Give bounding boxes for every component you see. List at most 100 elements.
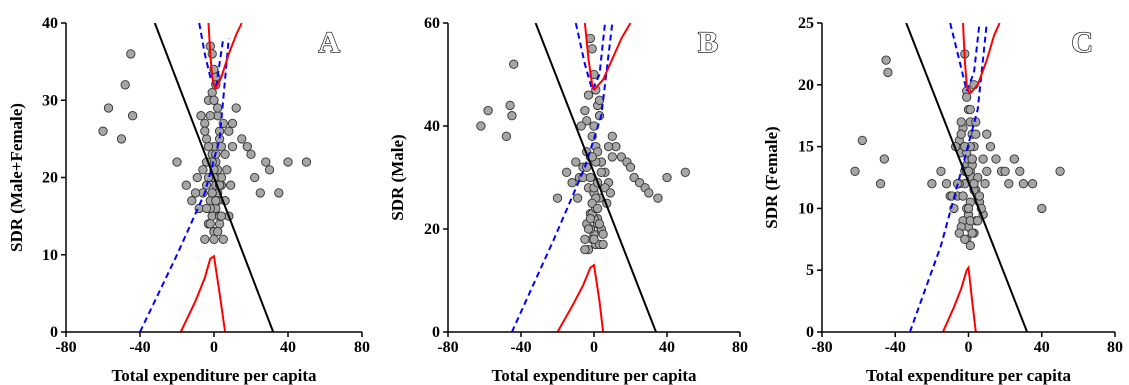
- data-point: [653, 193, 663, 203]
- y-tick-label: 20: [424, 221, 440, 238]
- data-point: [598, 239, 608, 250]
- prediction-interval-upper-right: [969, 23, 1001, 95]
- prediction-interval-upper-left: [207, 23, 217, 90]
- data-point: [580, 244, 590, 255]
- data-point: [181, 180, 191, 190]
- data-point: [982, 129, 992, 139]
- data-point: [203, 141, 214, 152]
- data-point: [261, 157, 271, 167]
- data-point: [967, 154, 977, 164]
- data-point: [218, 234, 228, 244]
- data-point: [875, 179, 886, 189]
- chart-panel-b: -80 -40 0 40 80 0 20 40 60 Total expenditure per …: [388, 0, 748, 385]
- y-tick-label: 40: [42, 15, 58, 32]
- y-tick-label: 30: [42, 92, 58, 109]
- prediction-interval-lower: [179, 254, 227, 332]
- prediction-interval-upper-left: [583, 23, 595, 91]
- data-point: [596, 167, 606, 177]
- data-point: [103, 103, 114, 113]
- data-point: [959, 0, 967, 4]
- regression-line: [905, 23, 1029, 332]
- x-tick-label: -80: [55, 339, 76, 356]
- data-point: [585, 214, 596, 224]
- data-point: [200, 234, 210, 244]
- data-point: [603, 141, 614, 152]
- data-point: [220, 149, 230, 159]
- data-point: [201, 134, 212, 144]
- data-point: [231, 103, 241, 113]
- data-point: [584, 0, 592, 4]
- data-point: [213, 226, 223, 237]
- y-tick-label: 20: [42, 170, 58, 187]
- y-tick-label: 40: [424, 118, 440, 135]
- data-point: [172, 157, 182, 167]
- data-point: [965, 104, 975, 115]
- data-point: [209, 95, 219, 105]
- data-point: [205, 111, 215, 121]
- confidence-band-upper: [198, 23, 225, 93]
- chart-panel-a: -80 -40 0 40 80 0 10 20 30 40 Total expenditure pe…: [7, 15, 370, 385]
- data-point: [207, 188, 217, 198]
- y-tick-label: 5: [806, 262, 814, 279]
- y-tick-label: 20: [798, 77, 814, 94]
- data-point: [590, 0, 598, 4]
- data-point: [224, 126, 234, 136]
- data-point: [857, 135, 867, 146]
- x-tick-label: 0: [965, 339, 973, 356]
- data-point: [222, 165, 232, 175]
- plot-area: [98, 23, 312, 332]
- x-tick-label: 40: [1034, 339, 1050, 356]
- data-point: [958, 191, 968, 201]
- data-point: [980, 179, 990, 189]
- confidence-band-upper: [949, 23, 981, 95]
- data-point: [594, 95, 605, 105]
- regression-line: [153, 23, 275, 332]
- data-point: [594, 219, 605, 229]
- chart-panel-c: -80 -40 0 40 80 0 5 10 15 20 25 Total expenditure p…: [762, 0, 1123, 385]
- data-point: [583, 90, 594, 100]
- data-point: [190, 188, 201, 198]
- x-tick-label: -80: [437, 339, 458, 356]
- data-point: [483, 105, 493, 116]
- data-point: [1009, 154, 1019, 164]
- data-point: [187, 196, 197, 206]
- x-tick-label: 40: [280, 339, 296, 356]
- data-point: [283, 157, 293, 167]
- x-tick-label: -40: [885, 339, 906, 356]
- x-tick-label: 0: [590, 339, 598, 356]
- data-point: [205, 219, 215, 229]
- data-point: [1037, 203, 1047, 214]
- data-point: [625, 162, 636, 172]
- x-axis-label: Total expenditure per capita: [491, 366, 697, 385]
- data-point: [116, 134, 127, 144]
- data-point: [201, 203, 212, 214]
- y-axis-label: SDR (Male): [388, 134, 407, 220]
- data-point: [879, 154, 889, 164]
- y-tick-label: 15: [798, 139, 814, 156]
- data-point: [552, 193, 563, 203]
- y-tick-label: 0: [50, 324, 58, 341]
- data-point: [227, 141, 238, 152]
- data-point: [964, 0, 972, 4]
- data-point: [598, 229, 608, 239]
- data-point: [592, 203, 603, 214]
- data-point: [501, 131, 512, 141]
- plot-area: [476, 0, 690, 332]
- confidence-band-lower: [139, 38, 230, 332]
- x-axis-label: Total expenditure per capita: [111, 366, 317, 385]
- data-point: [505, 100, 515, 111]
- data-point: [1000, 166, 1010, 176]
- data-point: [991, 154, 1001, 164]
- data-point: [941, 179, 952, 189]
- data-point: [198, 165, 208, 175]
- data-point: [985, 141, 996, 152]
- data-point: [580, 105, 590, 116]
- y-tick-label: 10: [798, 200, 814, 217]
- panel-letter: A: [318, 26, 340, 59]
- x-tick-label: -40: [510, 339, 531, 356]
- data-point: [962, 92, 972, 102]
- data-point: [956, 117, 966, 127]
- data-point: [971, 129, 981, 139]
- y-axis-label: SDR (Female): [762, 126, 781, 228]
